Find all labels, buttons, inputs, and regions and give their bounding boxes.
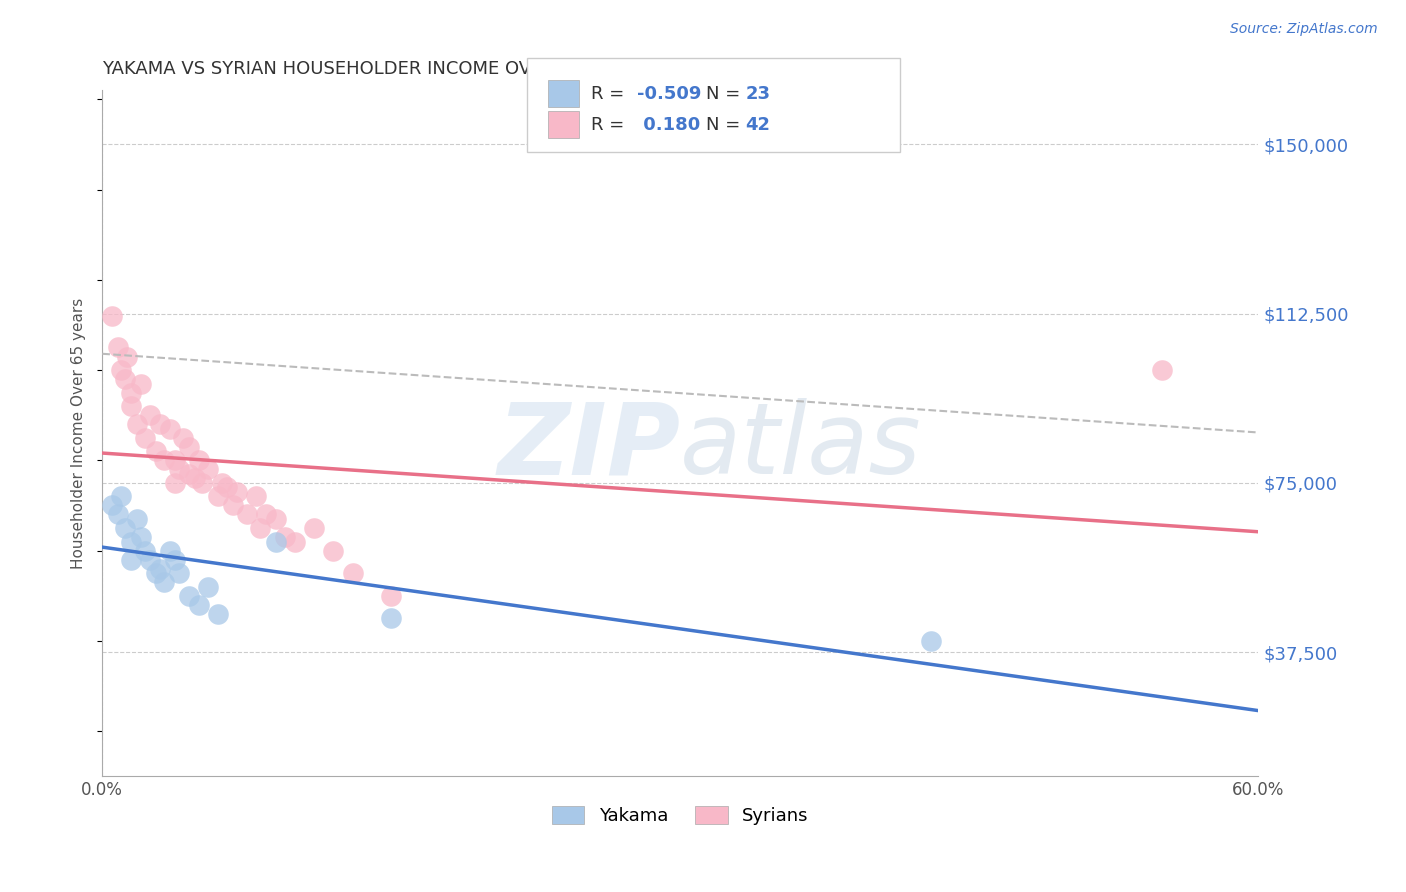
Point (114, 372, 136, 386)
Point (145, 566, 167, 581)
Point (117, 350, 139, 364)
Legend: Yakama, Syrians: Yakama, Syrians (544, 798, 815, 832)
Point (134, 431, 156, 445)
Point (149, 561, 172, 575)
Text: R =: R = (591, 116, 630, 134)
Point (101, 309, 124, 323)
Point (134, 543, 156, 558)
Point (107, 341, 129, 355)
Text: 23: 23 (745, 85, 770, 103)
Point (222, 499, 245, 513)
Point (129, 376, 152, 391)
Point (380, 589, 402, 603)
Point (187, 598, 209, 612)
Point (153, 575, 176, 590)
Point (125, 417, 148, 432)
Point (197, 462, 219, 476)
Point (110, 490, 132, 504)
Point (129, 530, 152, 544)
Point (217, 480, 239, 494)
Text: atlas: atlas (681, 399, 922, 495)
Point (1152, 363, 1174, 377)
Text: N =: N = (706, 116, 745, 134)
Point (264, 512, 287, 526)
Point (107, 508, 129, 522)
Point (342, 566, 364, 581)
Text: 0.180: 0.180 (637, 116, 700, 134)
Y-axis label: Householder Income Over 65 years: Householder Income Over 65 years (72, 298, 86, 569)
Text: R =: R = (591, 85, 630, 103)
Point (172, 431, 194, 445)
Point (177, 467, 200, 481)
Point (165, 552, 187, 566)
Point (177, 440, 200, 454)
Point (165, 453, 187, 467)
Point (120, 552, 142, 566)
Point (169, 462, 191, 476)
Point (197, 580, 219, 594)
Point (302, 521, 325, 535)
Point (226, 484, 249, 499)
Point (125, 512, 148, 526)
Point (101, 499, 124, 513)
Point (245, 490, 267, 504)
Point (920, 633, 942, 648)
Text: ZIP: ZIP (498, 399, 681, 495)
Point (235, 508, 257, 522)
Text: Source: ZipAtlas.com: Source: ZipAtlas.com (1230, 22, 1378, 37)
Point (207, 607, 229, 621)
Point (139, 408, 162, 422)
Point (165, 475, 187, 490)
Point (120, 534, 142, 549)
Text: N =: N = (706, 85, 745, 103)
Point (284, 534, 307, 549)
Point (264, 534, 287, 549)
Point (211, 475, 233, 490)
Point (145, 444, 167, 458)
Text: YAKAMA VS SYRIAN HOUSEHOLDER INCOME OVER 65 YEARS CORRELATION CHART: YAKAMA VS SYRIAN HOUSEHOLDER INCOME OVER… (103, 60, 848, 78)
Point (183, 471, 205, 485)
Point (380, 611, 402, 625)
Point (191, 475, 214, 490)
Point (207, 490, 229, 504)
Point (249, 521, 271, 535)
Point (169, 566, 191, 581)
Point (153, 453, 176, 467)
Point (159, 422, 181, 436)
Point (114, 521, 136, 535)
Text: 42: 42 (745, 116, 770, 134)
Point (159, 543, 181, 558)
Point (187, 453, 209, 467)
Point (274, 530, 297, 544)
Point (177, 589, 200, 603)
Point (139, 552, 162, 566)
Point (120, 385, 142, 400)
Text: -0.509: -0.509 (637, 85, 702, 103)
Point (322, 543, 344, 558)
Point (120, 399, 142, 413)
Point (110, 363, 132, 377)
Point (254, 508, 277, 522)
Point (149, 417, 172, 432)
